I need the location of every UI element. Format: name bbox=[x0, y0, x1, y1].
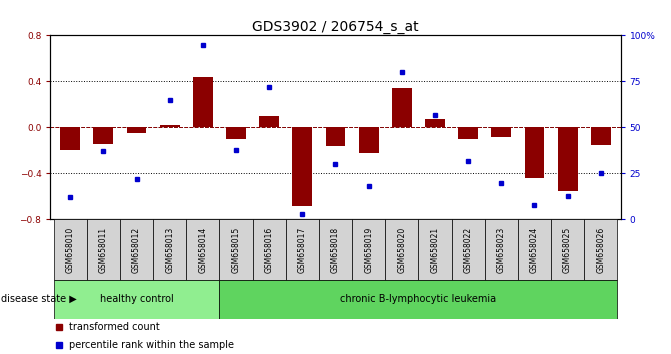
Bar bbox=[120, 219, 153, 280]
Bar bbox=[525, 127, 544, 178]
Text: GSM658012: GSM658012 bbox=[132, 227, 141, 273]
Text: GSM658014: GSM658014 bbox=[199, 227, 207, 273]
Bar bbox=[219, 280, 617, 319]
Bar bbox=[392, 88, 412, 127]
Bar bbox=[87, 219, 120, 280]
Bar bbox=[551, 219, 584, 280]
Text: GSM658021: GSM658021 bbox=[431, 227, 440, 273]
Bar bbox=[385, 219, 419, 280]
Text: GSM658016: GSM658016 bbox=[264, 227, 274, 273]
Text: GSM658018: GSM658018 bbox=[331, 227, 340, 273]
Text: GSM658020: GSM658020 bbox=[397, 227, 407, 273]
Bar bbox=[458, 127, 478, 139]
Bar bbox=[452, 219, 484, 280]
Text: GSM658010: GSM658010 bbox=[66, 227, 74, 273]
Text: GSM658026: GSM658026 bbox=[597, 227, 605, 273]
Bar bbox=[54, 280, 219, 319]
Bar bbox=[319, 219, 352, 280]
Bar bbox=[193, 77, 213, 127]
Text: GSM658011: GSM658011 bbox=[99, 227, 108, 273]
Text: GSM658019: GSM658019 bbox=[364, 227, 373, 273]
Text: GSM658022: GSM658022 bbox=[464, 227, 472, 273]
Bar bbox=[352, 219, 385, 280]
Bar bbox=[518, 219, 551, 280]
Text: GSM658025: GSM658025 bbox=[563, 227, 572, 273]
Bar bbox=[259, 116, 279, 127]
Text: GSM658015: GSM658015 bbox=[231, 227, 240, 273]
Bar bbox=[419, 219, 452, 280]
Text: transformed count: transformed count bbox=[68, 322, 159, 332]
Bar bbox=[60, 127, 80, 150]
Bar bbox=[425, 119, 445, 127]
Bar bbox=[286, 219, 319, 280]
Text: GSM658024: GSM658024 bbox=[530, 227, 539, 273]
Text: GSM658013: GSM658013 bbox=[165, 227, 174, 273]
Bar bbox=[252, 219, 286, 280]
Bar bbox=[293, 127, 312, 206]
Bar bbox=[187, 219, 219, 280]
Bar bbox=[153, 219, 187, 280]
Bar bbox=[160, 125, 180, 127]
Bar bbox=[127, 127, 146, 133]
Text: GSM658017: GSM658017 bbox=[298, 227, 307, 273]
Bar bbox=[325, 127, 346, 146]
Text: GSM658023: GSM658023 bbox=[497, 227, 506, 273]
Bar bbox=[93, 127, 113, 144]
Text: chronic B-lymphocytic leukemia: chronic B-lymphocytic leukemia bbox=[340, 294, 497, 304]
Bar bbox=[359, 127, 378, 153]
Text: disease state ▶: disease state ▶ bbox=[1, 294, 77, 304]
Title: GDS3902 / 206754_s_at: GDS3902 / 206754_s_at bbox=[252, 21, 419, 34]
Text: percentile rank within the sample: percentile rank within the sample bbox=[68, 340, 234, 350]
Bar bbox=[591, 127, 611, 145]
Bar bbox=[491, 127, 511, 137]
Text: healthy control: healthy control bbox=[100, 294, 173, 304]
Bar bbox=[584, 219, 617, 280]
Bar bbox=[226, 127, 246, 139]
Bar bbox=[558, 127, 578, 191]
Bar bbox=[484, 219, 518, 280]
Bar bbox=[219, 219, 252, 280]
Bar bbox=[54, 219, 87, 280]
